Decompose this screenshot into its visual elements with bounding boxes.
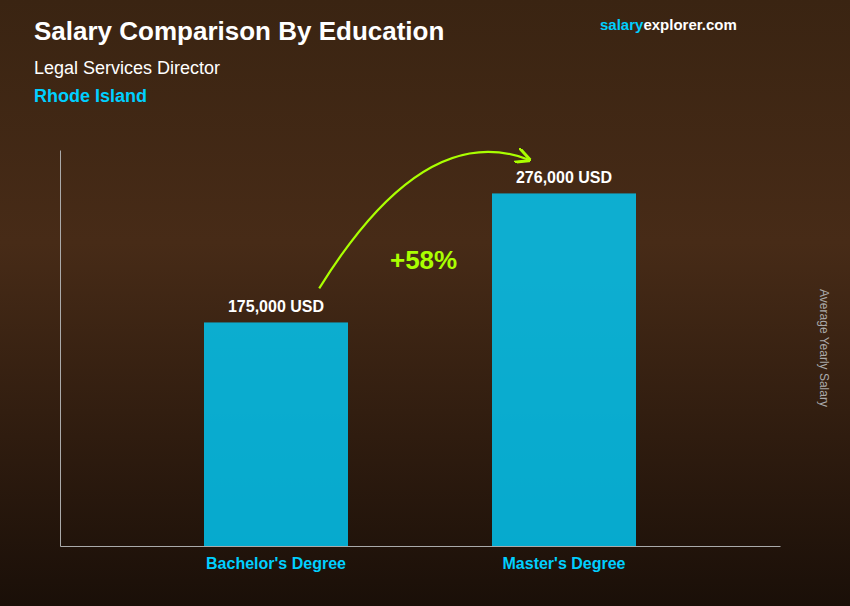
x-tick-label: Master's Degree xyxy=(503,555,626,572)
x-axis-line xyxy=(61,546,781,547)
brand-part: explorer.com xyxy=(643,16,736,33)
subtitle: Legal Services Director xyxy=(34,58,220,78)
x-tick-label: Bachelor's Degree xyxy=(206,555,346,572)
bar xyxy=(492,193,636,546)
brand: salaryexplorer.com xyxy=(600,16,737,33)
chart-svg: Salary Comparison By Education Legal Serv… xyxy=(0,0,850,606)
y-axis-line xyxy=(60,151,61,547)
y-axis-label: Average Yearly Salary xyxy=(817,289,831,407)
x-tick: Master's Degree xyxy=(503,546,626,572)
data-label: 276,000 USD xyxy=(516,169,612,186)
x-tick: Bachelor's Degree xyxy=(206,546,346,572)
change-arrow xyxy=(319,152,528,289)
change-label: +58% xyxy=(390,245,457,275)
plot: Bachelor's Degree Master's Degree 175,000 … xyxy=(61,151,781,573)
background xyxy=(0,0,850,606)
title: Salary Comparison By Education xyxy=(34,16,444,46)
bars xyxy=(204,193,636,546)
bar xyxy=(204,322,348,546)
brand-part: salary xyxy=(600,16,644,33)
subtitle: Rhode Island xyxy=(34,86,147,106)
data-label: 175,000 USD xyxy=(228,298,324,315)
y-axis xyxy=(60,151,61,547)
x-axis: Bachelor's Degree Master's Degree xyxy=(61,546,781,572)
